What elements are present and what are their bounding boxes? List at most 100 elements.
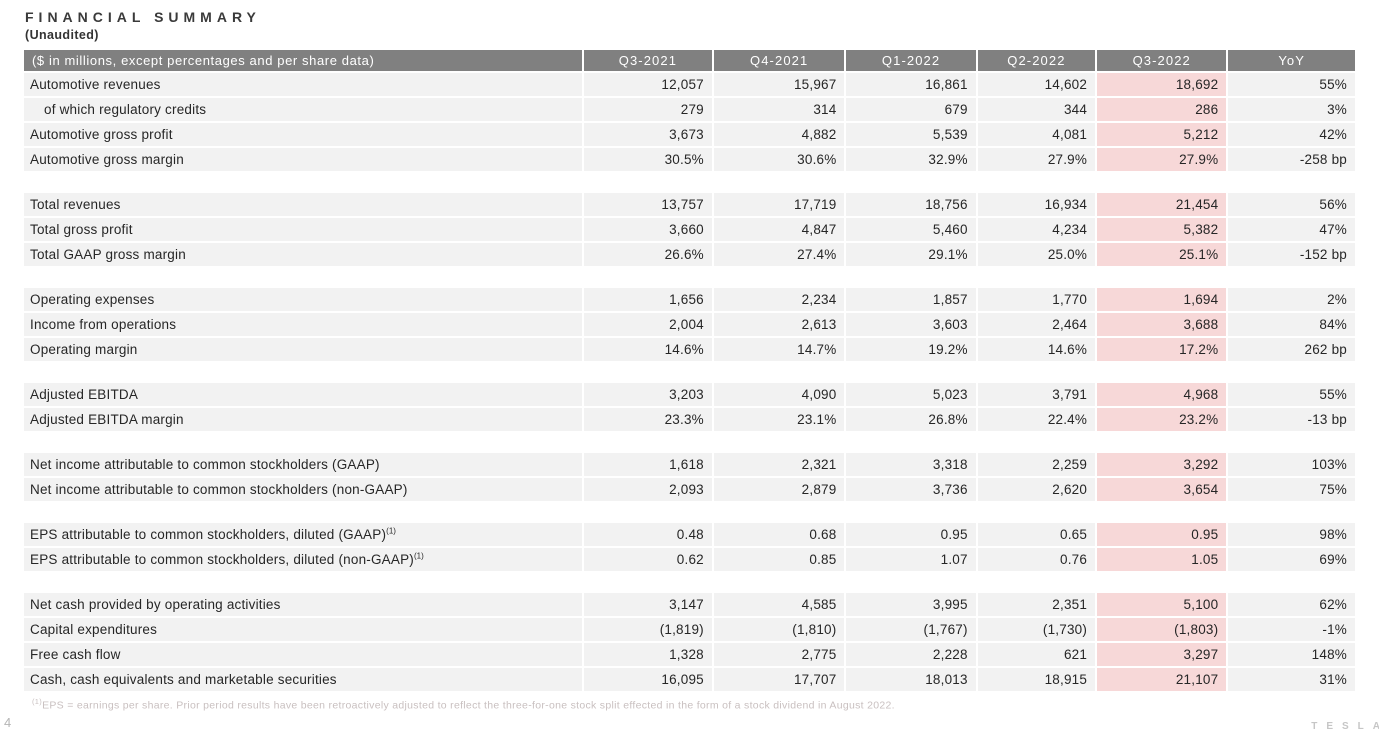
- table-row: Total revenues 13,757 17,719 18,756 16,934 21…: [24, 193, 1355, 216]
- cell-value: 2,093: [583, 478, 712, 501]
- table-row: Income from operations 2,004 2,613 3,603 2,4…: [24, 313, 1355, 336]
- cell-value: 2,613: [713, 313, 845, 336]
- cell-value: 0.48: [583, 523, 712, 546]
- cell-value: 4,882: [713, 123, 845, 146]
- table-row: Capital expenditures (1,819) (1,810) (1,767…: [24, 618, 1355, 641]
- cell-value: 3,147: [583, 593, 712, 616]
- cell-value: 4,847: [713, 218, 845, 241]
- cell-value: 2,004: [583, 313, 712, 336]
- cell-value-highlighted: 0.95: [1097, 523, 1227, 546]
- row-label: Free cash flow: [24, 643, 582, 666]
- row-label: EPS attributable to common stockholders,…: [24, 548, 582, 571]
- spacer-cell: [24, 268, 1355, 286]
- cell-value: 69%: [1228, 548, 1355, 571]
- cell-value: 4,081: [977, 123, 1096, 146]
- table-row: Operating margin 14.6% 14.7% 19.2% 14.6% 17.2…: [24, 338, 1355, 361]
- row-label: of which regulatory credits: [24, 98, 582, 121]
- cell-value: 0.95: [846, 523, 976, 546]
- cell-value: 2,775: [713, 643, 845, 666]
- section-spacer: [24, 173, 1355, 191]
- cell-value: 1.07: [846, 548, 976, 571]
- row-label: Cash, cash equivalents and marketable se…: [24, 668, 582, 691]
- cell-value-highlighted: 18,692: [1097, 73, 1227, 96]
- table-row: EPS attributable to common stockholders,…: [24, 548, 1355, 571]
- cell-value: 25.0%: [977, 243, 1096, 266]
- cell-value: -152 bp: [1228, 243, 1355, 266]
- cell-value-highlighted: 3,654: [1097, 478, 1227, 501]
- cell-value: 3,736: [846, 478, 976, 501]
- cell-value-highlighted: (1,803): [1097, 618, 1227, 641]
- cell-value: 19.2%: [846, 338, 976, 361]
- cell-value-highlighted: 5,212: [1097, 123, 1227, 146]
- cell-value: 2,464: [977, 313, 1096, 336]
- cell-value: 84%: [1228, 313, 1355, 336]
- cell-value: 55%: [1228, 73, 1355, 96]
- cell-value-highlighted: 286: [1097, 98, 1227, 121]
- cell-value: 17,719: [713, 193, 845, 216]
- cell-value: 47%: [1228, 218, 1355, 241]
- row-label: Automotive gross profit: [24, 123, 582, 146]
- cell-value: 5,539: [846, 123, 976, 146]
- cell-value-highlighted: 3,688: [1097, 313, 1227, 336]
- cell-value: 23.1%: [713, 408, 845, 431]
- table-row: Net income attributable to common stockh…: [24, 478, 1355, 501]
- section-spacer: [24, 268, 1355, 286]
- cell-value: 27.4%: [713, 243, 845, 266]
- tesla-wordmark: TESLA: [1311, 721, 1379, 732]
- spacer-cell: [24, 363, 1355, 381]
- cell-value: 22.4%: [977, 408, 1096, 431]
- row-label: Total revenues: [24, 193, 582, 216]
- cell-value: 23.3%: [583, 408, 712, 431]
- cell-value: (1,819): [583, 618, 712, 641]
- cell-value: 0.62: [583, 548, 712, 571]
- cell-value: 26.6%: [583, 243, 712, 266]
- cell-value: 17,707: [713, 668, 845, 691]
- table-row: of which regulatory credits 279 314 679 344 2…: [24, 98, 1355, 121]
- cell-value: 18,013: [846, 668, 976, 691]
- cell-value: 3,673: [583, 123, 712, 146]
- column-header-q3-2021: Q3-2021: [583, 50, 712, 71]
- cell-value: 2,879: [713, 478, 845, 501]
- cell-value: 262 bp: [1228, 338, 1355, 361]
- cell-value: 98%: [1228, 523, 1355, 546]
- table-row: Operating expenses 1,656 2,234 1,857 1,770 1,…: [24, 288, 1355, 311]
- cell-value: 1,770: [977, 288, 1096, 311]
- table-row: Net income attributable to common stockh…: [24, 453, 1355, 476]
- table-row: Cash, cash equivalents and marketable se…: [24, 668, 1355, 691]
- row-label: Automotive revenues: [24, 73, 582, 96]
- section-spacer: [24, 573, 1355, 591]
- cell-value: 0.76: [977, 548, 1096, 571]
- cell-value: 148%: [1228, 643, 1355, 666]
- spacer-cell: [24, 173, 1355, 191]
- cell-value: 0.65: [977, 523, 1096, 546]
- column-header-q3-2022: Q3-2022: [1097, 50, 1227, 71]
- cell-value: 14.6%: [583, 338, 712, 361]
- cell-value-highlighted: 17.2%: [1097, 338, 1227, 361]
- cell-value-highlighted: 23.2%: [1097, 408, 1227, 431]
- cell-value-highlighted: 3,297: [1097, 643, 1227, 666]
- row-label: EPS attributable to common stockholders,…: [24, 523, 582, 546]
- table-row: Adjusted EBITDA margin 23.3% 23.1% 26.8% 22.…: [24, 408, 1355, 431]
- spacer-cell: [24, 433, 1355, 451]
- financial-summary-table: ($ in millions, except percentages and p…: [22, 48, 1357, 693]
- row-label: Income from operations: [24, 313, 582, 336]
- row-label: Adjusted EBITDA: [24, 383, 582, 406]
- cell-value: 2,234: [713, 288, 845, 311]
- cell-value: 62%: [1228, 593, 1355, 616]
- units-header: ($ in millions, except percentages and p…: [24, 50, 582, 71]
- cell-value-highlighted: 4,968: [1097, 383, 1227, 406]
- cell-value: (1,767): [846, 618, 976, 641]
- cell-value: 4,090: [713, 383, 845, 406]
- cell-value: 0.85: [713, 548, 845, 571]
- cell-value: 3,203: [583, 383, 712, 406]
- cell-value: 18,915: [977, 668, 1096, 691]
- footnote-text: EPS = earnings per share. Prior period r…: [42, 699, 895, 712]
- cell-value: 4,585: [713, 593, 845, 616]
- cell-value: 2,228: [846, 643, 976, 666]
- table-row: Total GAAP gross margin 26.6% 27.4% 29.1% 25…: [24, 243, 1355, 266]
- cell-value: 279: [583, 98, 712, 121]
- cell-value: 5,460: [846, 218, 976, 241]
- table-row: Automotive gross margin 30.5% 30.6% 32.9% 27…: [24, 148, 1355, 171]
- slide-header: FINANCIAL SUMMARY (Unaudited): [0, 0, 1379, 42]
- row-label: Automotive gross margin: [24, 148, 582, 171]
